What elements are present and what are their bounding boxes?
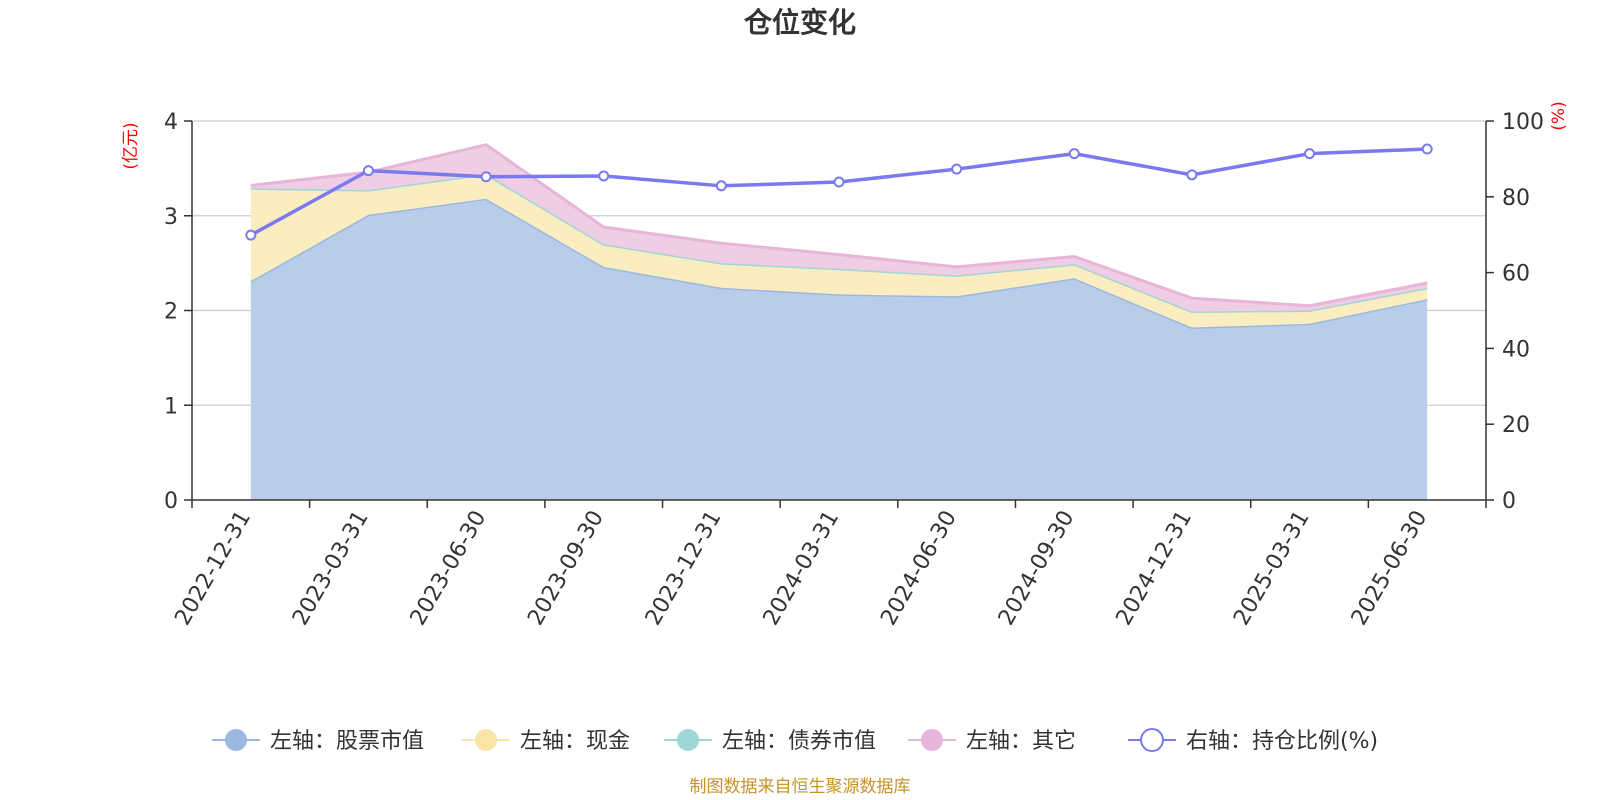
stacked-areas	[250, 143, 1428, 500]
area-edge-左轴：其它	[250, 143, 1428, 308]
legend-label: 左轴：其它	[966, 729, 1076, 754]
ratio-point	[598, 170, 610, 182]
ratio-point	[1068, 148, 1080, 160]
ratio-point	[1304, 148, 1316, 160]
legend-label: 左轴：现金	[520, 729, 630, 754]
legend-swatch	[677, 729, 699, 751]
x-tick-label: 2022-12-31	[170, 507, 256, 630]
data-source-note: 制图数据来自恒生聚源数据库	[690, 777, 911, 797]
x-tick-label: 2024-06-30	[876, 507, 962, 630]
legend-label: 右轴：持仓比例(%)	[1186, 729, 1378, 754]
ratio-point	[951, 163, 963, 175]
x-tick-label: 2023-12-31	[641, 507, 727, 630]
x-tick-label: 2023-03-31	[288, 507, 374, 630]
legend-swatch	[475, 729, 497, 751]
x-tick-label: 2023-09-30	[523, 507, 609, 630]
legend-label: 左轴：债券市值	[722, 729, 876, 754]
right-tick-label: 40	[1502, 337, 1530, 362]
left-tick-label: 1	[164, 394, 178, 419]
right-tick-label: 60	[1502, 262, 1530, 287]
ratio-point	[1186, 169, 1198, 181]
right-axis-unit: (%)	[1549, 101, 1569, 130]
x-tick-label: 2024-09-30	[994, 507, 1080, 630]
left-tick-label: 3	[164, 205, 178, 230]
left-tick-label: 0	[164, 489, 178, 514]
ratio-point	[480, 171, 492, 183]
holding-ratio-series	[245, 143, 1433, 241]
right-tick-label: 80	[1502, 186, 1530, 211]
legend-swatch	[921, 729, 943, 751]
x-tick-label: 2025-06-30	[1347, 507, 1433, 630]
legend-swatch	[1140, 728, 1164, 752]
x-tick-label: 2025-03-31	[1229, 507, 1315, 630]
x-tick-label: 2024-03-31	[759, 507, 845, 630]
left-tick-label: 2	[164, 300, 178, 325]
x-tick-label: 2023-06-30	[406, 507, 492, 630]
chart-title: 仓位变化	[744, 6, 856, 39]
area-左轴：股票市值	[250, 198, 1428, 500]
legend-swatch	[225, 729, 247, 751]
left-tick-label: 4	[164, 110, 178, 135]
ratio-point	[833, 176, 845, 188]
right-tick-label: 20	[1502, 413, 1530, 438]
legend-label: 左轴：股票市值	[270, 729, 424, 754]
legend: 左轴：股票市值 左轴：现金 左轴：债券市值 左轴：其它 右轴：持仓比例(%)	[212, 728, 1378, 754]
left-axis-unit: (亿元)	[121, 122, 141, 169]
ratio-point	[715, 180, 727, 192]
right-tick-label: 100	[1502, 110, 1544, 135]
right-tick-label: 0	[1502, 489, 1516, 514]
x-tick-label: 2024-12-31	[1112, 507, 1198, 630]
ratio-point	[245, 229, 257, 241]
ratio-point	[1421, 143, 1433, 155]
ratio-point	[362, 165, 374, 177]
